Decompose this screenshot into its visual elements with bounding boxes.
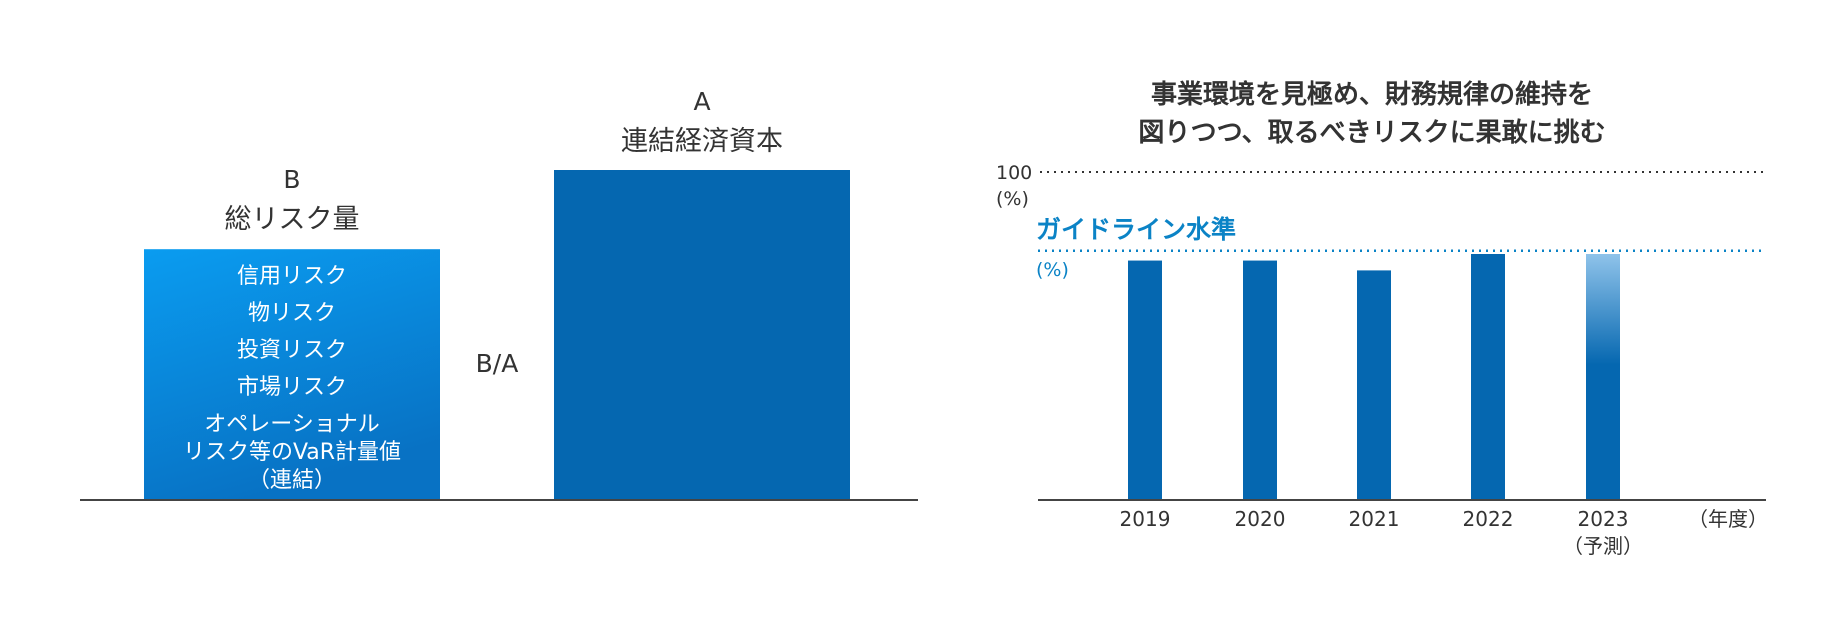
guideline-label: ガイドライン水準 <box>1036 215 1236 244</box>
risk-item: （連結） <box>248 468 336 493</box>
year-bar-2022 <box>1471 254 1505 500</box>
year-tick-label: 2022 <box>1463 507 1514 531</box>
max-label: 100 <box>996 162 1032 184</box>
year-bar-group <box>1128 254 1620 500</box>
guideline-unit: (%) <box>1036 259 1069 281</box>
risk-item: オペレーショナル <box>204 412 380 437</box>
year-bar-2020 <box>1243 260 1277 500</box>
year-bar-2023 <box>1586 254 1620 500</box>
bar-economic-capital <box>554 170 850 500</box>
risk-item: 市場リスク <box>237 375 347 400</box>
headline-line-2: 図りつつ、取るべきリスクに果敢に挑む <box>1138 118 1605 148</box>
ratio-label: B/A <box>476 349 519 378</box>
bar-total-risk <box>144 249 440 500</box>
bar-b-letter: B <box>283 165 300 194</box>
right-chart: 事業環境を見極め、財務規律の維持を 図りつつ、取るべきリスクに果敢に挑む 100… <box>996 79 1768 558</box>
year-tick-label: 2023 <box>1578 507 1629 531</box>
year-tick-label: 2021 <box>1349 507 1400 531</box>
headline-line-1: 事業環境を見極め、財務規律の維持を <box>1151 79 1593 110</box>
risk-item: リスク等のVaR計量値 <box>183 440 401 465</box>
max-unit: (%) <box>996 188 1029 210</box>
year-tick-label: 2020 <box>1235 507 1286 531</box>
bar-a-title: 連結経済資本 <box>621 126 783 157</box>
year-tick-label: 2019 <box>1120 507 1171 531</box>
risk-item: 投資リスク <box>237 338 347 363</box>
risk-item: 信用リスク <box>237 264 347 289</box>
year-bar-2019 <box>1128 260 1162 500</box>
left-chart: B 総リスク量 A 連結経済資本 B/A 信用リスク 物リスク 投資リスク 市場… <box>80 87 918 501</box>
year-sublabel: （予測） <box>1563 534 1643 558</box>
bar-a-letter: A <box>693 87 710 116</box>
year-label-group: 2019 2020 2021 2022 2023 （予測） <box>1120 507 1643 558</box>
x-unit-label: （年度） <box>1688 507 1768 531</box>
bar-b-title: 総リスク量 <box>225 204 360 235</box>
risk-item: 物リスク <box>248 301 336 326</box>
risk-item-list: 信用リスク 物リスク 投資リスク 市場リスク オペレーショナル リスク等のVaR… <box>183 264 401 493</box>
year-bar-2021 <box>1357 270 1391 500</box>
